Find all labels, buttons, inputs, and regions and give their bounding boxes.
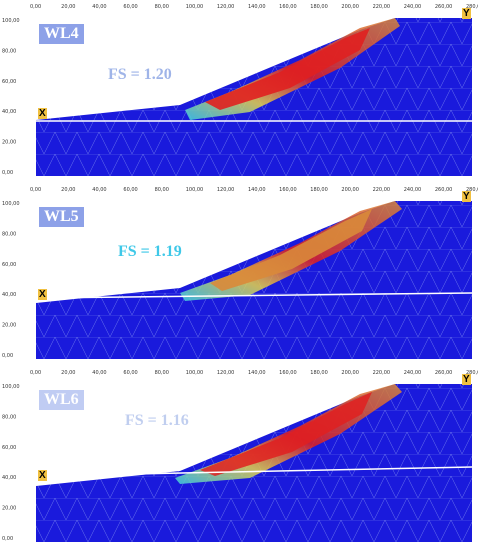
x-tick-label: 220,00 <box>373 370 391 376</box>
x-tick-label: 280,00 <box>466 4 478 10</box>
mesh-view: 0,00 20,00 40,00 60,00 80,00 100,00 120,00 140,… <box>2 370 478 542</box>
x-tick-label: 220,00 <box>373 187 391 193</box>
x-tick-label: 180,00 <box>310 370 328 376</box>
x-tick-label: 120,00 <box>217 4 235 10</box>
x-tick-label: 160,00 <box>279 187 297 193</box>
x-marker: X <box>38 108 47 119</box>
x-tick-label: 0,00 <box>30 4 41 10</box>
x-tick-label: 120,00 <box>217 187 235 193</box>
x-tick-label: 80,00 <box>155 370 169 376</box>
x-tick-label: 220,00 <box>373 4 391 10</box>
factor-of-safety: FS = 1.20 <box>108 66 172 83</box>
x-tick-label: 0,00 <box>30 187 41 193</box>
x-tick-label: 160,00 <box>279 4 297 10</box>
x-tick-label: 20,00 <box>61 187 75 193</box>
x-tick-label: 200,00 <box>341 187 359 193</box>
x-tick-label: 20,00 <box>61 4 75 10</box>
x-tick-label: 260,00 <box>435 187 453 193</box>
x-tick-label: 140,00 <box>248 4 266 10</box>
water-level-label: WL6 <box>37 388 86 412</box>
y-tick-label: 80,00 <box>2 231 16 237</box>
y-tick-label: 100,00 <box>2 18 20 24</box>
x-tick-label: 140,00 <box>248 370 266 376</box>
y-tick-label: 0,00 <box>2 170 13 176</box>
x-tick-label: 140,00 <box>248 187 266 193</box>
y-tick-label: 40,00 <box>2 292 16 298</box>
x-tick-label: 100,00 <box>186 370 204 376</box>
y-tick-label: 0,00 <box>2 536 13 542</box>
y-tick-label: 80,00 <box>2 414 16 420</box>
x-tick-label: 80,00 <box>155 4 169 10</box>
y-marker: Y <box>462 8 471 19</box>
factor-of-safety: FS = 1.16 <box>125 412 189 429</box>
factor-of-safety: FS = 1.19 <box>118 243 182 260</box>
y-tick-label: 100,00 <box>2 384 20 390</box>
x-tick-label: 60,00 <box>123 4 137 10</box>
y-tick-label: 100,00 <box>2 201 20 207</box>
x-tick-label: 160,00 <box>279 370 297 376</box>
y-tick-label: 20,00 <box>2 506 16 512</box>
y-tick-label: 20,00 <box>2 140 16 146</box>
y-tick-label: 40,00 <box>2 475 16 481</box>
x-tick-label: 120,00 <box>217 370 235 376</box>
y-tick-label: 40,00 <box>2 109 16 115</box>
x-tick-label: 200,00 <box>341 370 359 376</box>
x-marker: X <box>38 289 47 300</box>
x-tick-label: 100,00 <box>186 4 204 10</box>
x-tick-label: 20,00 <box>61 370 75 376</box>
panel-wl4: 0,00 20,00 40,00 60,00 80,00 100,00 120,00 140,… <box>0 0 478 183</box>
mesh-view: 0,00 20,00 40,00 60,00 80,00 100,00 120,00 140,… <box>2 4 478 176</box>
panel-wl5: 0,00 20,00 40,00 60,00 80,00 100,00 120,00 140,… <box>0 183 478 366</box>
x-tick-label: 60,00 <box>123 370 137 376</box>
x-tick-label: 80,00 <box>155 187 169 193</box>
x-tick-label: 280,00 <box>466 370 478 376</box>
mesh-view: 0,00 20,00 40,00 60,00 80,00 100,00 120,00 140,… <box>2 187 478 359</box>
x-tick-label: 40,00 <box>92 370 106 376</box>
x-tick-label: 100,00 <box>186 187 204 193</box>
x-tick-label: 240,00 <box>404 370 422 376</box>
panel-wl6: 0,00 20,00 40,00 60,00 80,00 100,00 120,00 140,… <box>0 366 478 550</box>
x-tick-label: 40,00 <box>92 187 106 193</box>
x-tick-label: 40,00 <box>92 4 106 10</box>
y-tick-label: 20,00 <box>2 323 16 329</box>
x-tick-label: 240,00 <box>404 4 422 10</box>
y-tick-label: 60,00 <box>2 445 16 451</box>
x-tick-label: 200,00 <box>341 4 359 10</box>
x-tick-label: 240,00 <box>404 187 422 193</box>
x-tick-label: 260,00 <box>435 370 453 376</box>
y-tick-label: 0,00 <box>2 353 13 359</box>
x-marker: X <box>38 470 47 481</box>
x-tick-label: 60,00 <box>123 187 137 193</box>
x-tick-label: 0,00 <box>30 370 41 376</box>
x-tick-label: 180,00 <box>310 4 328 10</box>
x-tick-label: 280,00 <box>466 187 478 193</box>
y-marker: Y <box>462 191 471 202</box>
y-tick-label: 60,00 <box>2 262 16 268</box>
y-tick-label: 80,00 <box>2 48 16 54</box>
x-tick-label: 260,00 <box>435 4 453 10</box>
water-level-label: WL5 <box>37 205 86 229</box>
y-marker: Y <box>462 374 471 385</box>
water-level-label: WL4 <box>37 22 86 46</box>
y-tick-label: 60,00 <box>2 79 16 85</box>
x-tick-label: 180,00 <box>310 187 328 193</box>
